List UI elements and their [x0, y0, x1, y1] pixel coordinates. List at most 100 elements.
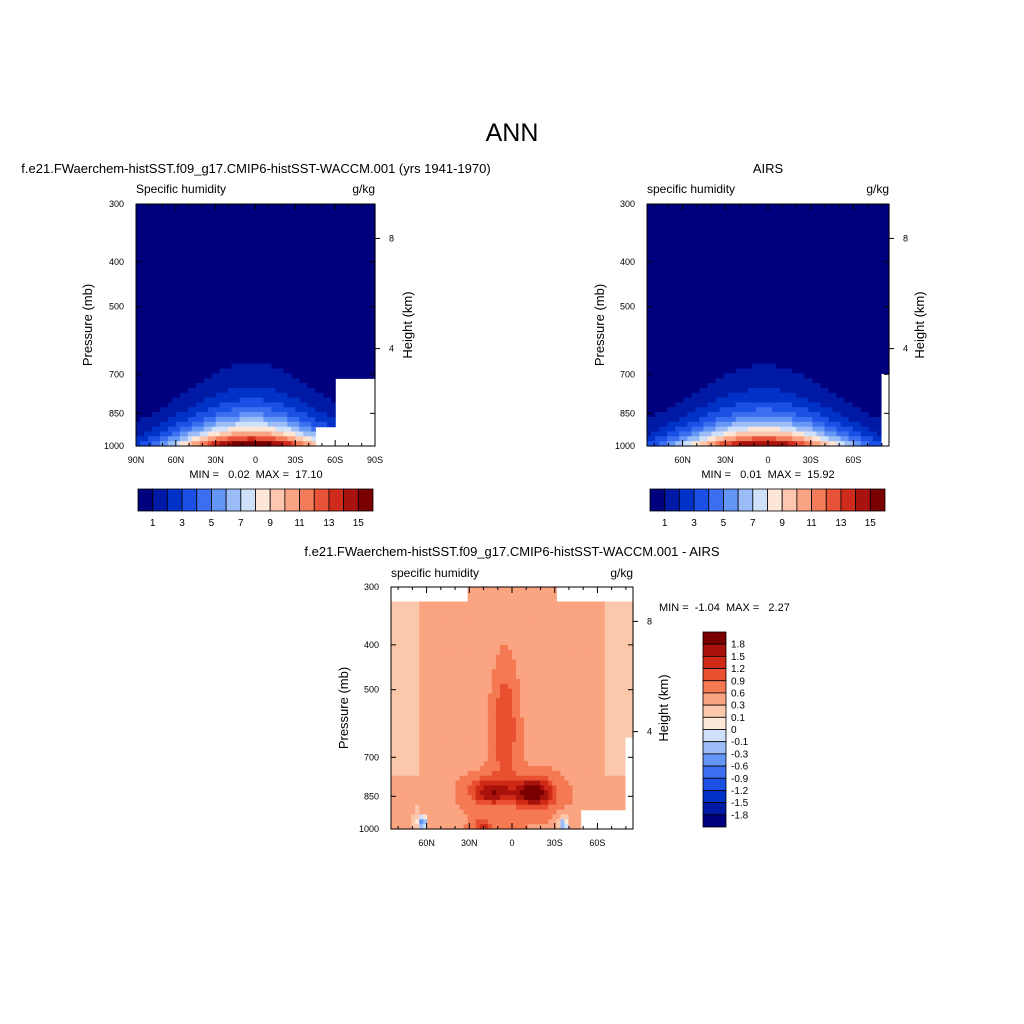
contour-cell [191, 387, 197, 394]
colorbar-label: 3 [179, 518, 185, 529]
contour-cell [299, 208, 304, 215]
contour-cell [299, 358, 304, 365]
contour-cell [812, 208, 817, 215]
contour-cell [723, 349, 729, 355]
contour-cell [203, 426, 209, 433]
contour-cell [852, 354, 858, 360]
contour-cell [239, 412, 245, 418]
contour-cell [663, 257, 668, 263]
contour-cell [715, 208, 721, 215]
contour-cell [816, 329, 822, 336]
contour-cell [343, 208, 348, 215]
contour-cell [315, 407, 320, 413]
contour-cell [235, 402, 241, 408]
contour-cell [139, 266, 145, 273]
contour-cell [311, 218, 316, 224]
contour-cell [747, 213, 753, 220]
contour-cell [768, 329, 773, 336]
contour-cell [723, 247, 729, 253]
contour-cell [243, 262, 249, 268]
contour-cell [191, 286, 197, 292]
contour-cell [143, 237, 149, 244]
contour-cell [215, 426, 221, 433]
contour-cell [327, 334, 332, 341]
contour-cell [840, 295, 846, 302]
contour-cell [828, 266, 834, 273]
contour-cell [707, 286, 713, 292]
contour-cell [876, 237, 882, 244]
contour-cell [183, 354, 189, 360]
contour-cell [695, 281, 701, 287]
contour-cell [143, 421, 149, 428]
contour-cell [800, 252, 805, 258]
contour-cell [239, 218, 245, 224]
contour-cell [215, 421, 221, 428]
contour-cell [295, 257, 300, 263]
contour-cell [796, 286, 801, 292]
contour-cell [355, 257, 360, 263]
contour-cell [856, 257, 862, 263]
contour-cell [263, 266, 269, 273]
contour-cell [659, 266, 664, 273]
contour-cell [155, 300, 161, 307]
contour-cell [683, 262, 688, 268]
contour-cell [231, 378, 237, 384]
contour-cell [227, 402, 233, 408]
contour-cell [307, 387, 312, 394]
contour-cell [659, 281, 664, 287]
contour-cell [663, 320, 668, 326]
contour-cell [796, 228, 801, 234]
contour-cell [824, 344, 830, 350]
contour-cell [335, 281, 340, 287]
contour-cell [315, 402, 320, 408]
contour-cell [836, 349, 842, 355]
contour-cell [735, 242, 741, 249]
contour-cell [159, 252, 165, 258]
contour-cell [279, 228, 284, 234]
contour-cell [175, 286, 181, 292]
contour-cell [679, 271, 684, 278]
contour-cell [784, 325, 789, 331]
contour-cell [299, 237, 304, 244]
contour-cell [271, 412, 277, 418]
contour-cell [255, 339, 261, 345]
contour-cell [223, 383, 229, 389]
contour-cell [828, 310, 834, 316]
contour-cell [868, 354, 874, 360]
contour-cell [723, 242, 729, 249]
contour-cell [844, 291, 850, 297]
contour-cell [247, 247, 253, 253]
contour-cell [884, 315, 890, 321]
contour-cell [243, 358, 249, 365]
contour-cell [211, 431, 217, 437]
contour-cell [743, 266, 749, 273]
contour-cell [231, 320, 237, 326]
contour-cell [772, 354, 777, 360]
contour-cell [235, 204, 241, 210]
contour-cell [772, 257, 777, 263]
contour-cell [703, 208, 709, 215]
contour-cell [311, 349, 316, 355]
contour-cell [695, 305, 701, 312]
contour-cell [363, 295, 368, 302]
contour-cell [263, 286, 269, 292]
contour-cell [792, 315, 797, 321]
contour-cell [768, 334, 773, 341]
contour-cell [255, 204, 261, 210]
contour-cell [175, 281, 181, 287]
contour-cell [820, 334, 826, 341]
contour-cell [299, 271, 304, 278]
contour-cell [359, 233, 364, 239]
contour-cell [207, 208, 213, 215]
contour-cell [163, 329, 169, 336]
contour-cell [355, 223, 360, 229]
contour-cell [780, 325, 785, 331]
contour-cell [307, 436, 312, 442]
contour-cell [159, 223, 165, 229]
contour-cell [860, 310, 866, 316]
contour-cell [323, 320, 328, 326]
contour-cell [299, 416, 304, 423]
contour-cell [812, 228, 817, 234]
contour-cell [715, 257, 721, 263]
contour-cell [267, 407, 273, 413]
